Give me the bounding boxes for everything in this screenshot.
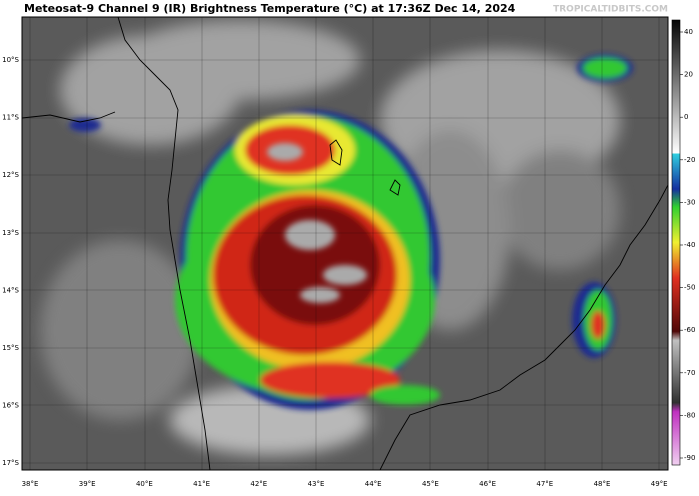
satellite-image bbox=[22, 17, 668, 470]
lon-label: 49°E bbox=[651, 480, 668, 488]
lon-label: 47°E bbox=[536, 480, 553, 488]
lat-labels: 10°S 11°S 12°S 13°S 14°S 15°S 16°S 17°S bbox=[2, 56, 19, 467]
title: Meteosat-9 Channel 9 (IR) Brightness Tem… bbox=[24, 2, 516, 15]
colorbar-ticks: 40 20 0 -20 -30 -40 -50 -60 -70 -80 -90 bbox=[680, 28, 695, 462]
colorbar-tick-label: -90 bbox=[684, 454, 695, 462]
lat-label: 11°S bbox=[2, 114, 19, 122]
lon-label: 43°E bbox=[308, 480, 325, 488]
lon-labels: 38°E 39°E 40°E 41°E 42°E 43°E 44°E 45°E 46°E 47°E… bbox=[22, 480, 668, 488]
colorbar-tick-label: -50 bbox=[684, 284, 695, 292]
coastline bbox=[22, 17, 668, 470]
lat-label: 12°S bbox=[2, 171, 19, 179]
colorbar-tick-label: 0 bbox=[684, 113, 688, 121]
colorbar-tick-label: -30 bbox=[684, 198, 695, 206]
lat-label: 15°S bbox=[2, 344, 19, 352]
graticule bbox=[22, 17, 668, 470]
lat-label: 17°S bbox=[2, 459, 19, 467]
lon-label: 38°E bbox=[22, 480, 39, 488]
lat-label: 14°S bbox=[2, 286, 19, 294]
lon-label: 42°E bbox=[250, 480, 267, 488]
lon-label: 44°E bbox=[365, 480, 382, 488]
colorbar-tick-label: -80 bbox=[684, 411, 695, 419]
colorbar-tick-label: 20 bbox=[684, 71, 693, 79]
colorbar-tick-label: 40 bbox=[684, 28, 693, 36]
colorbar-tick-label: -40 bbox=[684, 241, 695, 249]
lon-label: 39°E bbox=[79, 480, 96, 488]
colorbar-tick-label: -60 bbox=[684, 326, 695, 334]
map-frame bbox=[21, 16, 669, 471]
colorbar bbox=[671, 19, 681, 466]
lat-label: 10°S bbox=[2, 56, 19, 64]
colorbar-tick-label: -70 bbox=[684, 369, 695, 377]
lat-label: 13°S bbox=[2, 229, 19, 237]
lon-label: 46°E bbox=[479, 480, 496, 488]
lon-label: 48°E bbox=[594, 480, 611, 488]
colorbar-tick-label: -20 bbox=[684, 156, 695, 164]
lat-label: 16°S bbox=[2, 402, 19, 410]
lon-label: 41°E bbox=[193, 480, 210, 488]
lon-label: 45°E bbox=[422, 480, 439, 488]
credit: TROPICALTIDBITS.COM bbox=[553, 5, 668, 15]
lon-label: 40°E bbox=[136, 480, 153, 488]
